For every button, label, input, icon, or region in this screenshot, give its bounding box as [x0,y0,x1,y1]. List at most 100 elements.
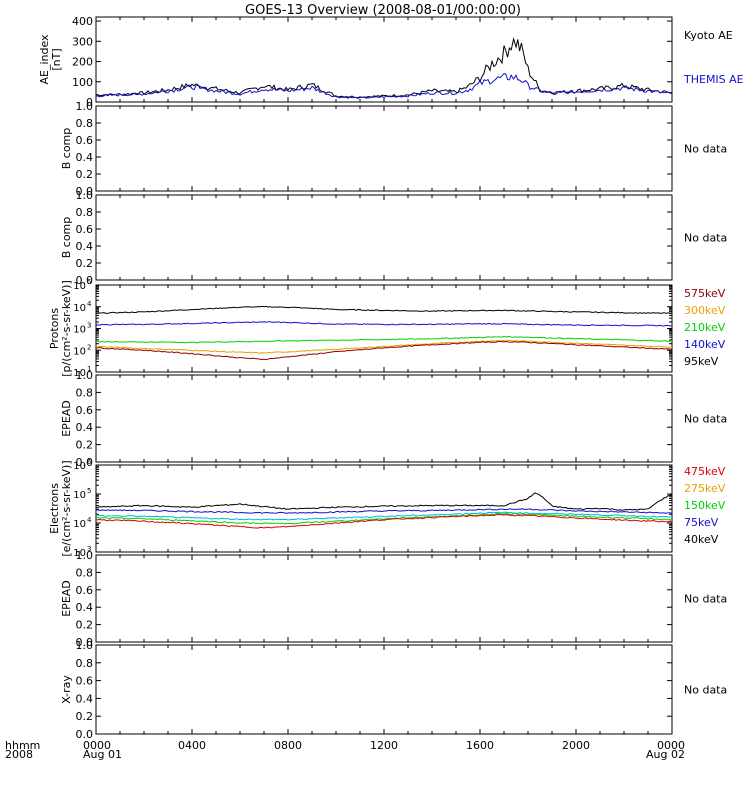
panel-8: 0.0 0.2 0.4 0.6 0.8 1.0 X-ray No data [60,639,727,741]
y-tick-label: 1.0 [76,189,94,202]
y-tick-label: 200 [72,56,93,69]
no-data-label: No data [684,413,727,426]
y-tick-label: 1.0 [76,639,94,652]
y-tick-label: 0.4 [76,692,94,705]
x-tick-label: 0800 [274,739,302,752]
y-tick-label: 300 [72,35,93,48]
hhmm-label: hhmm [5,739,40,752]
y-tick-exponent: 6 [87,458,92,466]
y-axis-label: B comp [60,217,73,259]
x-tick-label: 2000 [562,739,590,752]
series-75kev [95,508,673,514]
legend-kyoto-ae: Kyoto AE [684,29,733,42]
y-tick-label: 10 [73,461,86,472]
legend-75keV: 75keV [684,516,719,529]
y-tick-label: 10 [73,519,86,530]
y-tick-label: 100 [72,76,93,89]
no-data-label: No data [684,684,727,697]
panel-frame [95,374,673,463]
legend-210keV: 210keV [684,321,726,334]
x-date-label: Aug 01 [83,748,122,761]
y-tick-label: 10 [73,303,86,314]
y-tick-label: 0.6 [76,675,94,688]
panel-frame [95,105,673,192]
y-tick-exponent: 4 [87,516,92,524]
y-tick-label: 0.6 [76,223,94,236]
y-tick-exponent: 1 [87,365,91,373]
legend-themis-ae: THEMIS AE [683,73,744,86]
panel-frame [95,194,673,281]
y-tick-label: 0.6 [76,584,94,597]
y-tick-label: 10 [73,281,86,292]
y-tick-label: 0.6 [76,134,94,147]
legend-40keV: 40keV [684,533,719,546]
series-150kev [95,511,673,521]
y-tick-label: 10 [73,346,86,357]
y-tick-exponent: 5 [87,278,91,286]
y-tick-label: 0.8 [76,657,94,670]
legend-150keV: 150keV [684,499,726,512]
panel-2: 0.0 0.2 0.4 0.6 0.8 1.0 B comp No data [60,100,727,198]
y-tick-exponent: 3 [87,322,91,330]
y-tick-label: 0.8 [76,386,94,399]
y-tick-label: 10 [73,325,86,336]
y-tick-label: 0.8 [76,206,94,219]
y-axis-label: EPEAD [60,400,73,437]
x-tick-label: 0000 [657,739,685,752]
series-275kev [95,512,672,525]
y-tick-exponent: 5 [87,487,91,495]
y-tick-label: 0.2 [76,619,94,632]
y-axis-label: X-ray [60,675,73,704]
y-axis-label: [nT] [50,48,63,70]
y-tick-label: 0.2 [76,710,94,723]
no-data-label: No data [684,232,727,245]
y-tick-label: 10 [73,368,86,379]
year-label: 2008 [5,748,33,761]
y-tick-label: 10 [73,490,86,501]
legend-275keV: 275keV [684,482,726,495]
panel-5: 0.0 0.2 0.4 0.6 0.8 1.0 EPEAD No data [60,369,727,469]
no-data-label: No data [684,593,727,606]
y-axis-label: Protons [48,308,61,349]
series-themis-ae [95,73,673,100]
y-tick-label: 10 [73,548,86,559]
y-tick-label: 1.0 [76,100,94,113]
panel-frame [95,284,673,373]
y-tick-label: 400 [72,15,93,28]
y-axis-label: B comp [60,128,73,170]
series-40kev [96,492,673,511]
legend-575keV: 575keV [684,287,726,300]
y-tick-label: 0.8 [76,117,94,130]
panel-7: 0.0 0.2 0.4 0.6 0.8 1.0 EPEAD No data [60,549,727,649]
x-tick-label: 0000 [83,739,111,752]
y-tick-label: 0.4 [76,421,94,434]
y-tick-label: 0.0 [76,456,94,469]
no-data-label: No data [684,143,727,156]
y-axis-label: EPEAD [60,580,73,617]
y-tick-label: 0.0 [76,636,94,649]
series-140kev [95,321,673,327]
y-tick-label: 0.2 [76,168,94,181]
x-tick-label: 0400 [178,739,206,752]
y-axis-label: [e/(cm²-s-sr-keV)] [60,460,73,556]
panel-frame [95,554,673,643]
y-tick-label: 0.2 [76,257,94,270]
y-tick-label: 0.0 [76,728,94,741]
y-tick-label: 0 [86,96,93,109]
x-tick-label: 1200 [370,739,398,752]
panel-3: 0.0 0.2 0.4 0.6 0.8 1.0 B comp No data [60,189,727,287]
series-575kev [95,340,673,361]
series-210kev [95,335,673,344]
panels: 0 100 200 300 400 AE_index [nT] Kyoto AE THEMIS … [38,15,744,741]
y-tick-label: 0.8 [76,566,94,579]
y-axis-label: AE_index [38,34,51,85]
y-tick-label: 0.2 [76,439,94,452]
panel-1: 0 100 200 300 400 AE_index [nT] Kyoto AE THEMIS … [38,15,744,109]
y-tick-label: 0.0 [76,274,94,287]
y-tick-label: 0.6 [76,404,94,417]
y-tick-exponent: 2 [87,343,91,351]
